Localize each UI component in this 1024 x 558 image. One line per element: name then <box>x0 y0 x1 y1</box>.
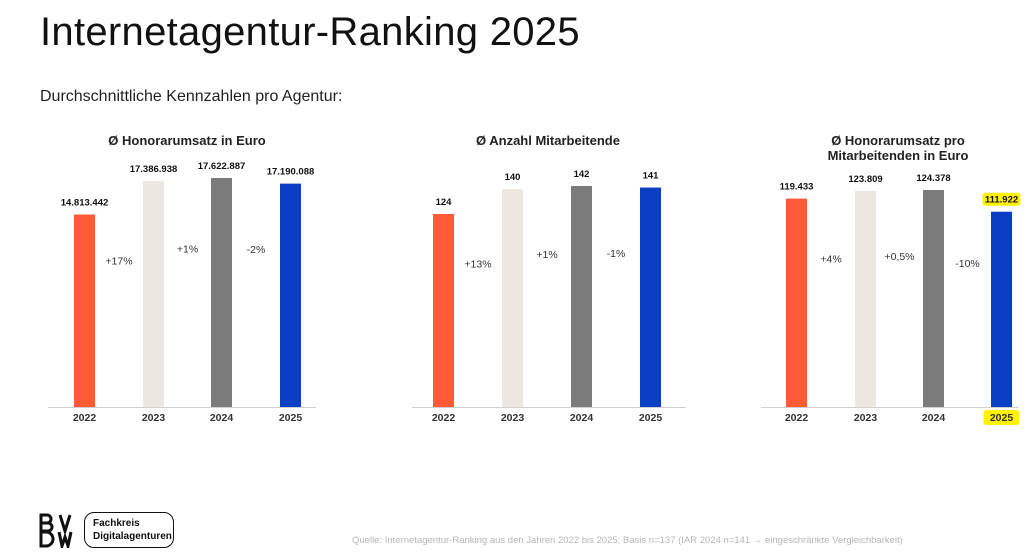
chart-2-category-label-2023: 2023 <box>501 412 525 424</box>
chart-2-change-label: +1% <box>536 249 557 261</box>
chart-3-category-label-2025: 2025 <box>990 412 1014 424</box>
chart-1-value-label-2024: 17.622.887 <box>198 161 246 172</box>
chart-1-bar-2023 <box>143 181 164 407</box>
chart-3-value-label-2025: 111.922 <box>985 195 1018 206</box>
chart-1-category-label-2022: 2022 <box>73 412 97 424</box>
chart-3-change-label: +0,5% <box>884 251 914 263</box>
bvdw-logo-icon <box>39 513 73 548</box>
chart-2-change-label: -1% <box>607 248 626 260</box>
chart-1-category-label-2025: 2025 <box>279 412 303 424</box>
chart-3-title: Ø Honorarumsatz pro <box>831 133 965 148</box>
chart-2-bar-2024 <box>571 186 592 407</box>
chart-3-bar-2022 <box>786 198 807 407</box>
chart-2-title: Ø Anzahl Mitarbeitende <box>476 133 620 148</box>
chart-1-category-label-2023: 2023 <box>142 412 166 424</box>
chart-2-value-label-2024: 142 <box>574 169 590 180</box>
chart-1-change-label: +1% <box>177 243 198 255</box>
chart-1-value-label-2022: 14.813.442 <box>61 198 109 209</box>
chart-2-value-label-2022: 124 <box>436 197 453 208</box>
value-highlight-marker <box>982 192 1021 206</box>
chart-2-value-label-2025: 141 <box>643 171 660 182</box>
chart-1-value-label-2025: 17.190.088 <box>267 167 315 178</box>
chart-3-value-label-2022: 119.433 <box>780 182 814 193</box>
chart-1-value-label-2023: 17.386.938 <box>130 164 178 175</box>
chart-3-change-label: -10% <box>955 258 980 270</box>
chart-2-bar-2022 <box>433 214 454 407</box>
chart-2-bar-2023 <box>502 189 523 407</box>
chart-3-bar-2025 <box>991 211 1012 407</box>
fachkreis-badge: Fachkreis Digitalagenturen <box>84 512 174 548</box>
chart-2-category-label-2025: 2025 <box>639 412 663 424</box>
chart-3-title: Mitarbeitenden in Euro <box>828 148 969 163</box>
chart-1-bar-2025 <box>280 183 301 407</box>
chart-1-bar-2022 <box>74 214 95 407</box>
chart-2-category-label-2024: 2024 <box>570 412 594 424</box>
chart-3-category-label-2023: 2023 <box>854 412 878 424</box>
category-highlight-marker <box>983 410 1020 425</box>
chart-3-value-label-2024: 124.378 <box>916 173 950 184</box>
chart-1-change-label: -2% <box>247 244 266 256</box>
chart-3-value-label-2023: 123.809 <box>848 174 882 185</box>
chart-2-category-label-2022: 2022 <box>432 412 456 424</box>
chart-1-title: Ø Honorarumsatz in Euro <box>108 133 266 148</box>
chart-3-change-label: +4% <box>820 254 841 266</box>
chart-3-bar-2023 <box>855 190 876 407</box>
page-subtitle: Durchschnittliche Kennzahlen pro Agentur… <box>40 88 343 105</box>
page-title: Internetagentur-Ranking 2025 <box>40 10 580 54</box>
chart-3-category-label-2024: 2024 <box>922 412 946 424</box>
chart-1-change-label: +17% <box>105 256 132 268</box>
chart-3-bar-2024 <box>923 190 944 407</box>
badge-line-1: Fachkreis <box>93 518 140 529</box>
chart-2-bar-2025 <box>640 187 661 407</box>
chart-2-change-label: +13% <box>464 258 491 270</box>
chart-2-value-label-2023: 140 <box>505 172 521 183</box>
source-note: Quelle: Internetagentur-Ranking aus den … <box>352 535 903 546</box>
chart-1-bar-2024 <box>211 178 232 407</box>
chart-3-category-label-2022: 2022 <box>785 412 809 424</box>
chart-1-category-label-2024: 2024 <box>210 412 234 424</box>
badge-line-2: Digitalagenturen <box>93 531 172 542</box>
